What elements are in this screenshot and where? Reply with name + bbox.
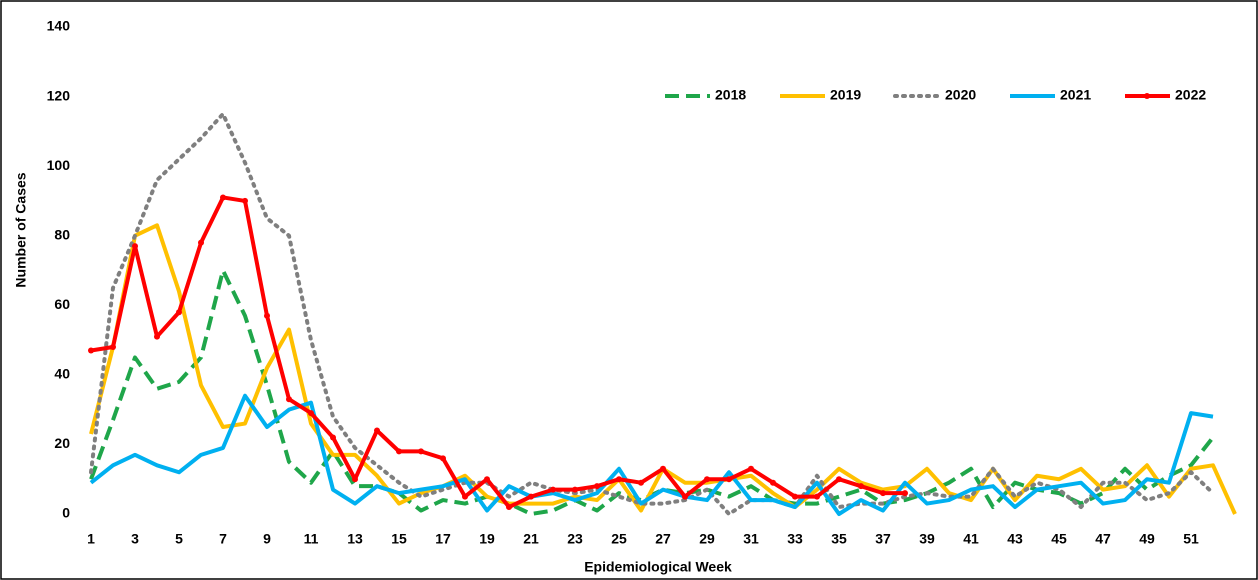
x-tick-label: 27	[655, 531, 671, 547]
y-tick-label: 60	[54, 296, 70, 312]
x-tick-label: 49	[1139, 531, 1155, 547]
x-axis-label: Epidemiological Week	[584, 559, 732, 575]
data-point	[462, 493, 468, 500]
x-tick-label: 37	[875, 531, 891, 547]
x-tick-label: 13	[347, 531, 363, 547]
data-point	[638, 479, 644, 486]
data-point	[770, 479, 776, 486]
data-point	[154, 333, 160, 340]
x-tick-label: 43	[1007, 531, 1023, 547]
legend-label: 2020	[945, 87, 976, 103]
series-line	[90, 195, 905, 510]
x-tick-label: 51	[1183, 531, 1199, 547]
data-point	[880, 490, 886, 497]
data-point	[550, 486, 556, 493]
series-line	[89, 393, 1214, 516]
data-point	[792, 493, 798, 500]
x-tick-label: 33	[787, 531, 803, 547]
x-tick-label: 31	[743, 531, 759, 547]
data-point	[374, 427, 380, 434]
legend-label: 2018	[715, 87, 746, 103]
data-point	[726, 476, 732, 483]
data-point	[286, 396, 292, 403]
x-tick-label: 19	[479, 531, 495, 547]
y-tick-label: 140	[47, 18, 71, 34]
x-tick-label: 21	[523, 531, 539, 547]
x-tick-label: 29	[699, 531, 715, 547]
x-tick-label: 17	[435, 531, 451, 547]
data-point	[836, 476, 842, 483]
data-point	[198, 239, 204, 246]
y-tick-label: 0	[62, 505, 70, 521]
data-point	[440, 455, 446, 462]
x-tick-label: 25	[611, 531, 627, 547]
legend-label: 2021	[1060, 87, 1091, 103]
data-point	[682, 493, 688, 500]
data-point	[748, 465, 754, 472]
data-point	[242, 197, 248, 204]
data-point	[858, 483, 864, 490]
data-point	[704, 476, 710, 483]
data-point	[660, 465, 666, 472]
data-point	[506, 504, 512, 511]
data-point	[110, 344, 116, 351]
data-point	[88, 347, 94, 354]
data-point	[330, 434, 336, 441]
y-axis-label: Number of Cases	[13, 172, 29, 287]
data-point	[814, 493, 820, 500]
x-tick-label: 5	[175, 531, 183, 547]
x-tick-label: 15	[391, 531, 407, 547]
legend-label: 2022	[1175, 87, 1206, 103]
x-tick-label: 23	[567, 531, 583, 547]
x-tick-label: 41	[963, 531, 979, 547]
data-point	[594, 483, 600, 490]
x-tick-label: 11	[304, 531, 319, 547]
legend-label: 2019	[830, 87, 861, 103]
data-point	[572, 486, 578, 493]
data-point	[132, 243, 138, 250]
data-point	[352, 476, 358, 483]
y-tick-label: 40	[54, 366, 70, 382]
data-point	[308, 410, 314, 417]
data-point	[220, 194, 226, 201]
data-point	[902, 490, 908, 497]
x-tick-label: 7	[219, 531, 227, 547]
data-point	[264, 312, 270, 319]
x-tick-label: 9	[263, 531, 271, 547]
y-tick-label: 100	[47, 157, 71, 173]
x-tick-label: 39	[919, 531, 935, 547]
data-point	[176, 309, 182, 316]
data-point	[484, 476, 490, 483]
legend-marker	[1144, 93, 1150, 99]
y-tick-label: 80	[54, 226, 70, 242]
data-point	[528, 493, 534, 500]
data-point	[616, 476, 622, 483]
y-tick-label: 120	[47, 87, 71, 103]
x-tick-label: 47	[1095, 531, 1111, 547]
x-tick-label: 1	[87, 531, 95, 547]
data-point	[418, 448, 424, 455]
data-point	[396, 448, 402, 455]
x-tick-label: 45	[1051, 531, 1067, 547]
x-tick-label: 3	[131, 531, 139, 547]
y-tick-label: 20	[54, 435, 70, 451]
series-line	[89, 111, 1215, 516]
x-tick-label: 35	[831, 531, 847, 547]
